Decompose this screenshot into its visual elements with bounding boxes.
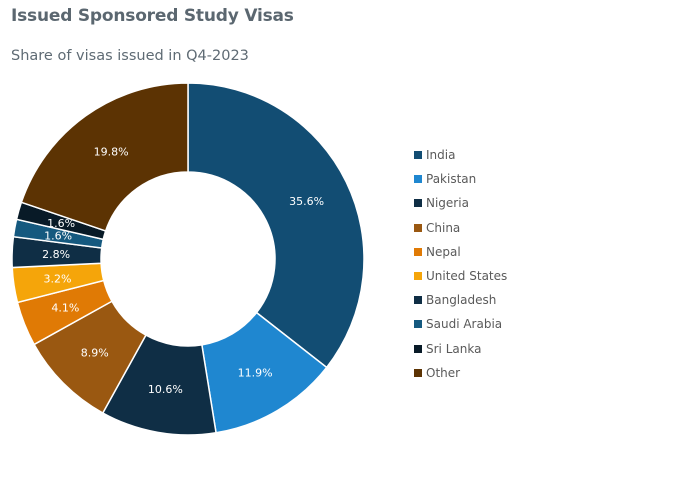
legend-label: Nigeria — [426, 196, 469, 211]
legend-swatch — [414, 272, 422, 281]
legend-label: Pakistan — [426, 172, 477, 187]
legend-item-united-states[interactable]: United States — [414, 264, 507, 288]
slice-label-bangladesh: 2.8% — [42, 248, 70, 261]
legend-label: United States — [426, 269, 508, 284]
legend-swatch — [414, 320, 422, 329]
legend-swatch — [414, 296, 422, 305]
legend-label: India — [426, 148, 456, 163]
legend-label: Saudi Arabia — [426, 317, 503, 332]
slice-label-china: 8.9% — [81, 346, 109, 359]
legend-swatch — [414, 223, 422, 232]
legend-label: Bangladesh — [426, 293, 497, 308]
legend-swatch — [414, 344, 422, 353]
slice-label-saudi-arabia: 1.6% — [44, 230, 72, 243]
legend-swatch — [414, 247, 422, 256]
slice-label-nepal: 4.1% — [51, 302, 79, 315]
slice-india[interactable] — [187, 82, 365, 369]
legend-label: Sri Lanka — [426, 341, 482, 356]
legend-label: Nepal — [426, 244, 461, 259]
legend-label: China — [426, 220, 461, 235]
legend-item-pakistan[interactable]: Pakistan — [414, 167, 507, 191]
legend-item-other[interactable]: Other — [414, 361, 507, 385]
slice-label-india: 35.6% — [289, 195, 324, 208]
legend-swatch — [414, 175, 422, 184]
legend-swatch — [414, 151, 422, 160]
chart-title: Issued Sponsored Study Visas — [11, 6, 294, 26]
legend-swatch — [414, 199, 422, 208]
slice-label-nigeria: 10.6% — [148, 383, 183, 396]
slice-label-pakistan: 11.9% — [238, 367, 273, 380]
chart-legend: India Pakistan Nigeria China Nepal United Sta… — [414, 143, 507, 385]
legend-item-india[interactable]: India — [414, 143, 507, 167]
legend-item-bangladesh[interactable]: Bangladesh — [414, 288, 507, 312]
slice-label-united-states: 3.2% — [43, 273, 71, 286]
legend-item-nepal[interactable]: Nepal — [414, 240, 507, 264]
chart-subtitle: Share of visas issued in Q4-2023 — [11, 48, 249, 64]
legend-label: Other — [426, 365, 461, 380]
legend-item-saudi-arabia[interactable]: Saudi Arabia — [414, 312, 507, 336]
slice-other[interactable] — [20, 82, 189, 232]
slice-label-other: 19.8% — [94, 146, 129, 159]
legend-item-nigeria[interactable]: Nigeria — [414, 191, 507, 215]
slice-label-sri-lanka: 1.6% — [47, 217, 75, 230]
legend-swatch — [414, 368, 422, 377]
legend-item-china[interactable]: China — [414, 216, 507, 240]
legend-item-sri-lanka[interactable]: Sri Lanka — [414, 337, 507, 361]
